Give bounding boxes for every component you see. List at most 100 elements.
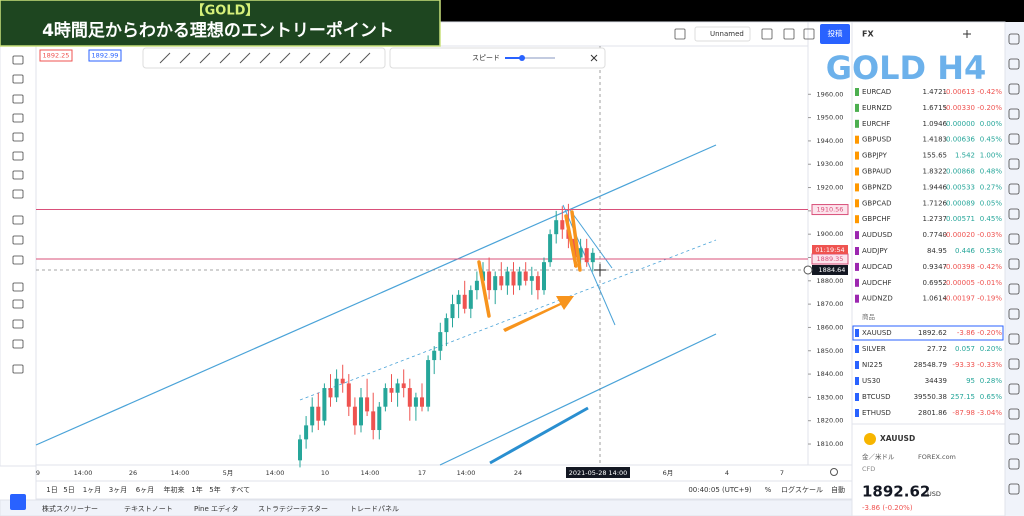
side-icon[interactable] xyxy=(1008,433,1020,445)
range-button[interactable]: 1年 xyxy=(191,485,202,494)
side-icon[interactable] xyxy=(1008,483,1020,495)
symbol[interactable]: EURNZD xyxy=(862,104,892,112)
side-icon[interactable] xyxy=(1008,333,1020,345)
range-button[interactable]: 5年 xyxy=(209,485,220,494)
panel-tab[interactable]: テキストノート xyxy=(124,505,173,513)
drawing-tool[interactable] xyxy=(219,52,231,64)
panel-tab[interactable]: トレードパネル xyxy=(350,505,399,513)
range-button[interactable]: 1日 xyxy=(46,486,57,494)
side-icon[interactable] xyxy=(1008,58,1020,70)
log-toggle[interactable]: ログスケール xyxy=(781,485,823,494)
symbol[interactable]: GBPCHF xyxy=(862,215,891,223)
settings-icon[interactable] xyxy=(830,468,838,476)
tool-icon[interactable] xyxy=(12,132,24,142)
price-label: 1950.00 xyxy=(817,114,844,122)
tool-icon[interactable] xyxy=(12,299,24,309)
crosshair-button[interactable] xyxy=(803,265,813,275)
side-icon[interactable] xyxy=(1008,308,1020,320)
change: 0.057 xyxy=(955,345,975,353)
tool-icon[interactable] xyxy=(12,113,24,123)
side-icon[interactable] xyxy=(1008,208,1020,220)
side-icon[interactable] xyxy=(1008,33,1020,45)
symbol[interactable]: AUDNZD xyxy=(862,295,893,303)
last: 1.4183 xyxy=(923,136,948,144)
side-icon[interactable] xyxy=(1008,183,1020,195)
panel-tab[interactable]: 株式スクリーナー xyxy=(42,504,98,513)
range-button[interactable]: すべて xyxy=(230,486,250,494)
drawing-tool[interactable] xyxy=(339,52,351,64)
app-icon[interactable] xyxy=(10,494,26,510)
drawing-tool[interactable] xyxy=(159,52,171,64)
trend-short-1 xyxy=(562,204,616,326)
side-icon[interactable] xyxy=(1008,233,1020,245)
symbol[interactable]: GBPNZD xyxy=(862,183,892,191)
range-button[interactable]: 3ヶ月 xyxy=(109,486,127,494)
symbol[interactable]: EURCHF xyxy=(862,120,890,128)
drawing-tool[interactable] xyxy=(179,52,191,64)
tool-icon[interactable] xyxy=(12,55,24,65)
side-icon[interactable] xyxy=(1008,158,1020,170)
side-icon[interactable] xyxy=(1008,358,1020,370)
symbol[interactable]: US30 xyxy=(862,377,880,385)
symbol[interactable]: BTCUSD xyxy=(862,393,891,401)
symbol[interactable]: AUDJPY xyxy=(862,247,888,255)
side-icon[interactable] xyxy=(1008,133,1020,145)
tool-icon[interactable] xyxy=(12,170,24,180)
symbol[interactable]: AUDUSD xyxy=(862,231,892,239)
toolbar-icon[interactable] xyxy=(803,28,815,40)
tool-icon[interactable] xyxy=(12,151,24,161)
tool-icon[interactable] xyxy=(12,74,24,84)
tool-icon[interactable] xyxy=(12,319,24,329)
range-button[interactable]: 年初来 xyxy=(164,485,185,494)
toolbar-icon[interactable] xyxy=(674,28,686,40)
range-button[interactable]: 6ヶ月 xyxy=(136,486,154,494)
drawing-tool[interactable] xyxy=(359,52,371,64)
side-icon[interactable] xyxy=(1008,283,1020,295)
side-icon[interactable] xyxy=(1008,383,1020,395)
percent-toggle[interactable]: % xyxy=(765,486,772,494)
symbol[interactable]: GBPUSD xyxy=(862,136,891,144)
symbol[interactable]: NI225 xyxy=(862,361,883,369)
publish-button[interactable] xyxy=(820,24,850,44)
side-icon[interactable] xyxy=(1008,408,1020,420)
tool-icon[interactable] xyxy=(12,215,24,225)
drawing-tool[interactable] xyxy=(259,52,271,64)
symbol[interactable]: GBPJPY xyxy=(862,152,888,160)
symbol[interactable]: AUDCAD xyxy=(862,263,892,271)
drawing-tool[interactable] xyxy=(279,52,291,64)
price-label: 1920.00 xyxy=(817,184,844,192)
drawing-tool[interactable] xyxy=(199,52,211,64)
symbol[interactable]: GBPAUD xyxy=(862,168,891,176)
side-icon[interactable] xyxy=(1008,83,1020,95)
range-button[interactable]: 1ヶ月 xyxy=(83,486,101,494)
toolbar-icon[interactable] xyxy=(783,28,795,40)
toolbar-icon[interactable] xyxy=(761,28,773,40)
drawing-tool[interactable] xyxy=(239,52,251,64)
side-icon[interactable] xyxy=(1008,458,1020,470)
tool-icon[interactable] xyxy=(12,339,24,349)
drawing-tool[interactable] xyxy=(299,52,311,64)
tool-icon[interactable] xyxy=(12,255,24,265)
range-button[interactable]: 5日 xyxy=(63,486,74,494)
drawing-tool[interactable] xyxy=(319,52,331,64)
symbol[interactable]: XAUUSD xyxy=(862,329,892,337)
title-tag: 【GOLD】 xyxy=(192,3,259,19)
symbol[interactable]: EURCAD xyxy=(862,88,891,96)
symbol[interactable]: SILVER xyxy=(862,345,886,353)
auto-toggle[interactable]: 自動 xyxy=(831,485,845,494)
tool-icon[interactable] xyxy=(12,189,24,199)
side-icon[interactable] xyxy=(1008,108,1020,120)
tool-icon[interactable] xyxy=(12,364,24,374)
symbol[interactable]: GBPCAD xyxy=(862,199,892,207)
tool-icon[interactable] xyxy=(12,235,24,245)
tool-icon[interactable] xyxy=(12,282,24,292)
layout-button[interactable] xyxy=(694,26,751,42)
symbol[interactable]: AUDCHF xyxy=(862,279,891,287)
panel-tab[interactable]: ストラテジーテスター xyxy=(258,504,328,513)
symbol[interactable]: ETHUSD xyxy=(862,409,891,417)
tool-icon[interactable] xyxy=(12,94,24,104)
speed-knob[interactable] xyxy=(519,55,525,61)
side-icon[interactable] xyxy=(1008,258,1020,270)
panel-tab[interactable]: Pine エディタ xyxy=(194,504,239,513)
publish-label[interactable]: 投稿 xyxy=(828,28,843,38)
